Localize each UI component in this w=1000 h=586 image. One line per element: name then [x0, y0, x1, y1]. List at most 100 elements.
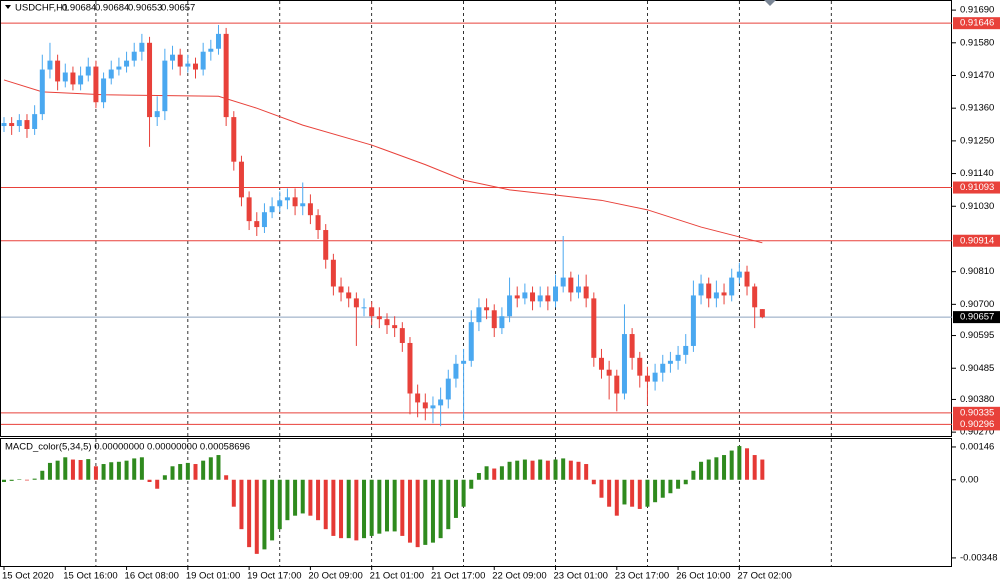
macd-bar: [224, 475, 229, 480]
x-tick-label: 19 Oct 01:00: [186, 571, 240, 582]
ohlc-low: 0.90653: [128, 3, 162, 14]
candle-body: [24, 120, 30, 129]
price-pane-frame: [0, 0, 952, 437]
y-tick-label: 0.91360: [960, 103, 994, 114]
y-tick-label: 0.91250: [960, 135, 994, 146]
macd-bar: [362, 479, 367, 539]
macd-bar: [614, 479, 619, 516]
y-tick-label: 0.90595: [960, 330, 994, 341]
candle-body: [323, 230, 329, 260]
macd-bar: [285, 479, 290, 521]
candle-body: [752, 286, 758, 308]
macd-bar: [714, 457, 719, 480]
candle-body: [147, 42, 153, 118]
candle-body: [223, 33, 229, 118]
macd-bar: [507, 461, 512, 480]
macd-bar: [729, 450, 734, 480]
candle-body: [690, 295, 696, 346]
x-tick-label: 21 Oct 17:00: [431, 571, 485, 582]
candle-body: [736, 271, 742, 278]
candle-body: [238, 161, 244, 198]
macd-bar: [254, 479, 259, 554]
price-level-tag: [953, 406, 1000, 419]
candle-body: [200, 51, 206, 70]
candle-body: [307, 203, 313, 216]
macd-bar: [132, 458, 137, 480]
candle-body: [422, 402, 428, 409]
candle-body: [62, 72, 68, 82]
macd-bar: [645, 479, 650, 507]
candle-body: [683, 345, 689, 355]
macd-bar: [24, 479, 29, 481]
candle-body: [660, 363, 666, 373]
candle-body: [330, 259, 336, 287]
candle-body: [131, 51, 137, 61]
candle-body: [254, 221, 260, 228]
candle-body: [537, 295, 543, 302]
candle-body: [507, 295, 513, 317]
candle-body: [629, 334, 635, 358]
candle-body: [70, 72, 76, 85]
macd-bar: [262, 479, 267, 550]
candle-body: [530, 292, 536, 302]
macd-bar: [469, 479, 474, 489]
candle-body: [568, 277, 574, 293]
macd-bar: [70, 459, 75, 480]
macd-bar: [446, 479, 451, 530]
candle-body: [744, 271, 750, 287]
macd-bar: [270, 479, 275, 541]
macd-bar: [2, 479, 6, 482]
candle-body: [346, 292, 352, 299]
macd-bar: [392, 479, 397, 532]
macd-bar: [47, 462, 52, 480]
candle-body: [108, 69, 114, 79]
candle-body: [269, 206, 275, 213]
candle-body: [721, 292, 727, 296]
candle-body: [162, 60, 168, 112]
candle-body: [560, 277, 566, 287]
candle-body: [261, 212, 267, 228]
macd-bar: [93, 466, 98, 480]
macd-bar: [576, 461, 581, 480]
symbol-menu[interactable]: [5, 5, 11, 9]
candle-body: [445, 378, 451, 400]
candle-body: [78, 75, 84, 85]
candle-body: [621, 334, 627, 394]
macd-bar: [591, 479, 596, 485]
candle-body: [468, 322, 474, 361]
candle-body: [338, 286, 344, 293]
y-tick-label: 0.90270: [960, 427, 994, 438]
y-tick-label: 0.90485: [960, 363, 994, 374]
macd-bar: [499, 466, 504, 480]
candle-body: [284, 197, 290, 201]
macd-bar: [407, 479, 412, 543]
macd-bar: [32, 478, 37, 480]
macd-bar: [185, 462, 190, 480]
y-tick-label: 0.91470: [960, 70, 994, 81]
candle-body: [430, 405, 436, 409]
candle-body: [16, 120, 22, 127]
x-tick-label: 27 Oct 02:00: [737, 571, 791, 582]
y-tick-label: 0.91030: [960, 201, 994, 212]
candle-body: [170, 54, 176, 61]
price-level-label: 0.90657: [960, 312, 994, 323]
macd-bar: [522, 459, 527, 480]
candle-body: [124, 60, 130, 67]
candle-body: [101, 78, 107, 103]
indicator-label: MACD_color(5,34,5) 0.00000000 0.00000000…: [5, 442, 250, 453]
candle-body: [399, 328, 405, 343]
candle-body: [353, 298, 359, 308]
macd-bar: [400, 479, 405, 536]
candle-body: [39, 69, 45, 115]
macd-bar: [438, 479, 443, 539]
macd-bar: [737, 446, 742, 480]
macd-bar: [538, 459, 543, 480]
price-level-label: 0.90335: [960, 407, 994, 418]
candle-body: [85, 66, 91, 76]
y-tick-label: 0.91690: [960, 5, 994, 16]
symbol-label: USDCHF,H1: [15, 3, 68, 14]
candle-body: [484, 307, 490, 311]
candle-body: [231, 117, 237, 162]
